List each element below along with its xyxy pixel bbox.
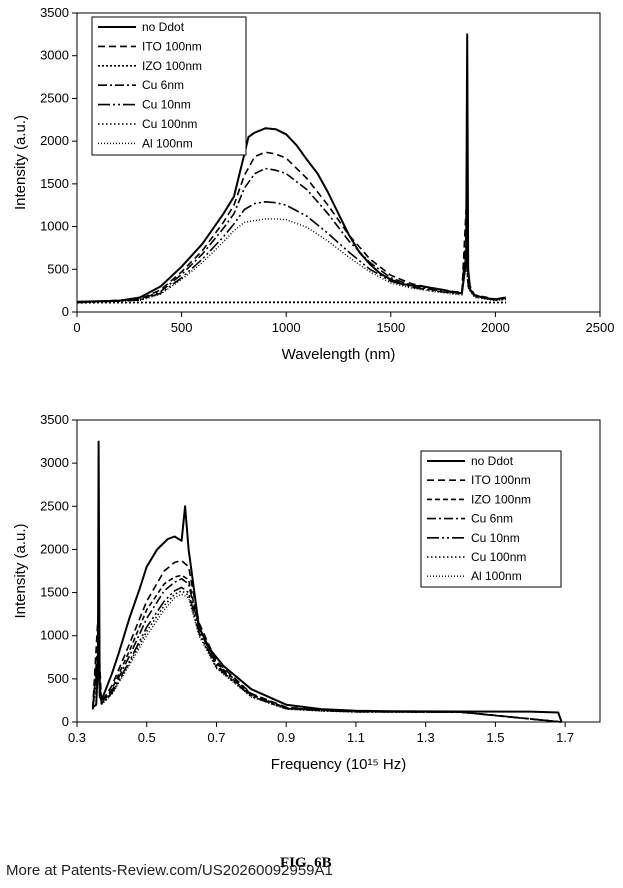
bottom-chart-y-tick-label: 0 [62,714,69,729]
bottom-chart-y-axis-label: Intensity (a.u.) [12,523,29,618]
frequency-chart: 0 500 1000 1500 2000 2500 3000 3500 0.3 0.5 0.7 0.9… [12,412,601,773]
top-chart-y-tick-label: 1500 [40,176,69,191]
top-chart-y-tick-label: 1000 [40,219,69,234]
top-chart-legend-label-ito-100nm: ITO 100nm [142,39,202,53]
figure-label: FIG. 6B [280,855,332,871]
top-chart-y-tick-label: 3500 [40,5,69,20]
bottom-chart-legend-label-izo-100nm: IZO 100nm [471,492,531,506]
top-chart-plot-frame [76,12,601,313]
bottom-chart-y-tick-label: 1500 [40,585,69,600]
top-chart-y-tick-label: 2500 [40,90,69,105]
bottom-chart-series-cu-100nm [91,589,562,723]
bottom-chart-x-tick-label: 0.5 [138,730,156,745]
bottom-chart-x-tick-label: 1.1 [347,730,365,745]
bottom-chart-y-tick-label: 2000 [40,541,69,556]
bottom-chart-x-tick-label: 0.7 [207,730,225,745]
top-chart-series-ito-100nm [76,151,506,303]
top-chart-legend-label-izo-100nm: IZO 100nm [142,59,202,73]
wavelength-chart: 0 500 1000 1500 2000 2500 3000 3500 0 500 1000 1500… [12,5,615,363]
top-chart-x-tick-label: 2000 [481,320,510,335]
bottom-chart-x-tick-label: 0.3 [68,730,86,745]
bottom-chart-plot-frame [76,419,601,723]
top-chart-x-tick-label: 1000 [272,320,301,335]
top-chart-series-cu-10nm [76,201,506,304]
bottom-chart-legend-label-cu-10nm: Cu 10nm [471,531,520,545]
top-chart-y-tick-label: 2000 [40,133,69,148]
top-chart-y-tick-label: 3000 [40,48,69,63]
top-chart-legend-label-al-100nm: Al 100nm [142,136,193,150]
bottom-chart-series-cu-10nm [91,586,562,723]
top-chart-legend-label-cu-6nm: Cu 6nm [142,78,184,92]
bottom-chart-legend-label-cu-100nm: Cu 100nm [471,550,526,564]
top-chart-series-no-ddot [76,33,507,303]
top-chart-legend-label-cu-100nm: Cu 100nm [142,117,197,131]
bottom-chart-y-tick-label: 500 [47,671,69,686]
bottom-chart-y-tick-label: 3000 [40,455,69,470]
bottom-chart-x-axis-label: Frequency (10¹⁵ Hz) [271,756,406,773]
bottom-chart-x-tick-label: 0.9 [277,730,295,745]
bottom-chart-series-izo-100nm [91,574,562,723]
top-chart-legend [91,16,247,156]
top-chart-y-tick-label: 0 [62,304,69,319]
bottom-chart-x-tick-label: 1.5 [486,730,504,745]
bottom-chart-series-al-100nm [92,593,562,723]
top-chart-legend-label-no-ddot: no Ddot [142,20,185,34]
top-chart-y-axis-label: Intensity (a.u.) [12,115,29,210]
top-chart-x-axis-label: Wavelength (nm) [282,346,396,363]
bottom-chart-series-cu-6nm [91,577,562,723]
top-chart-x-tick-label: 2500 [586,320,615,335]
bottom-chart-legend-label-ito-100nm: ITO 100nm [471,473,531,487]
top-chart-y-tick-label: 500 [47,261,69,276]
bottom-chart-x-tick-label: 1.3 [417,730,435,745]
bottom-chart-legend-label-no-ddot: no Ddot [471,454,514,468]
bottom-chart-legend-label-al-100nm: Al 100nm [471,569,522,583]
bottom-chart-legend-label-cu-6nm: Cu 6nm [471,512,513,526]
bottom-chart-y-tick-label: 2500 [40,498,69,513]
bottom-chart-y-tick-label: 3500 [40,412,69,427]
top-chart-legend-label-cu-10nm: Cu 10nm [142,98,191,112]
footer-source-link[interactable]: More at Patents-Review.com/US20260092959… [6,862,333,879]
top-chart-x-tick-label: 1500 [376,320,405,335]
bottom-chart-y-tick-label: 1000 [40,628,69,643]
top-chart-series-cu-6nm [76,167,506,304]
bottom-chart-x-tick-label: 1.7 [556,730,574,745]
top-chart-x-tick-label: 500 [171,320,193,335]
top-chart-x-tick-label: 0 [73,320,80,335]
